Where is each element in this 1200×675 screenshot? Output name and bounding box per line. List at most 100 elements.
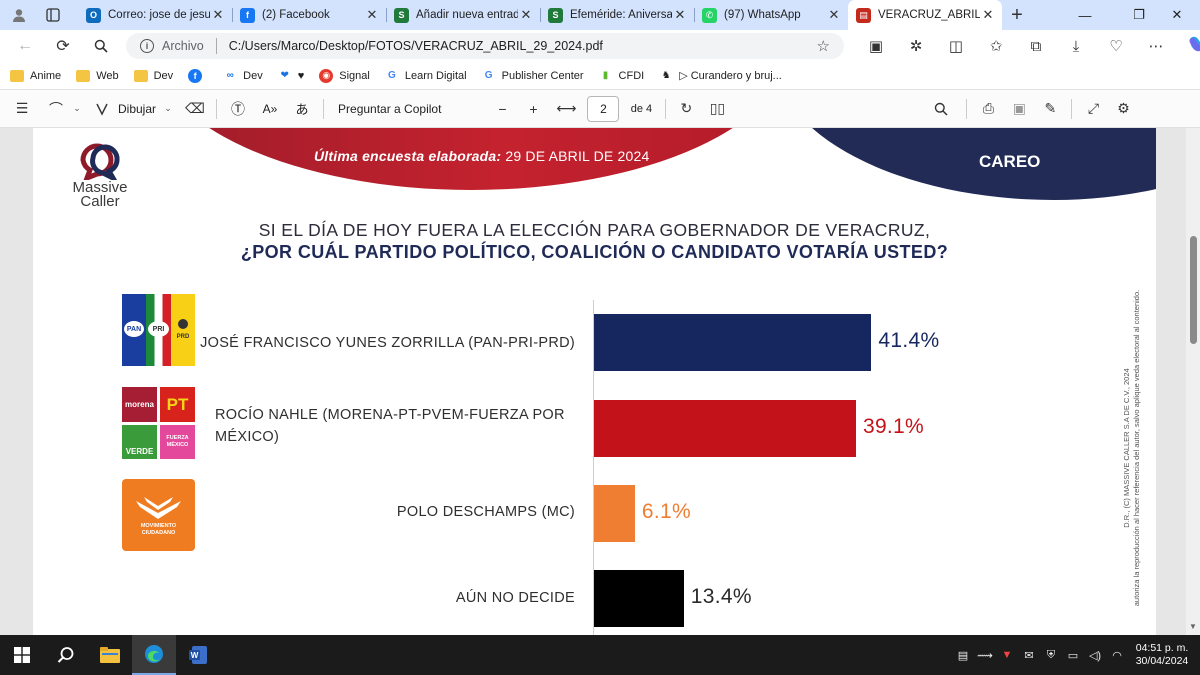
tray-app-icon[interactable]: ⟿: [977, 649, 993, 662]
taskbar-search-button[interactable]: [44, 635, 88, 675]
pdf-icon: ▤: [856, 7, 871, 23]
file-explorer-button[interactable]: [88, 635, 132, 675]
scroll-down-arrow-icon[interactable]: ▼: [1189, 622, 1197, 631]
tab-close-icon[interactable]: ✕: [366, 7, 378, 22]
draw-icon[interactable]: [86, 90, 118, 128]
app-available-icon[interactable]: ▣: [868, 38, 884, 55]
edge-taskbar-button[interactable]: [132, 635, 176, 675]
tab-close-icon[interactable]: ✕: [674, 7, 686, 22]
ask-copilot-button[interactable]: Preguntar a Copilot: [338, 101, 442, 116]
bookmark-item[interactable]: Dev: [133, 69, 173, 82]
address-url[interactable]: C:/Users/Marco/Desktop/FOTOS/VERACRUZ_AB…: [228, 39, 603, 53]
search-icon: [57, 647, 74, 663]
zoom-in-icon[interactable]: +: [529, 100, 538, 117]
bookmark-item[interactable]: G Publisher Center: [482, 70, 584, 82]
fullscreen-icon[interactable]: ⤢: [1087, 100, 1100, 116]
save-as-icon[interactable]: ✎: [1044, 100, 1057, 116]
address-bar[interactable]: i Archivo C:/Users/Marco/Desktop/FOTOS/V…: [126, 33, 844, 59]
read-aloud-icon[interactable]: A»: [262, 101, 278, 116]
bookmark-item[interactable]: Web: [76, 69, 119, 82]
save-icon[interactable]: ▣: [1012, 100, 1027, 116]
copilot-icon[interactable]: [1176, 35, 1200, 57]
extensions-icon[interactable]: ✲: [909, 38, 923, 55]
word-taskbar-button[interactable]: W: [176, 635, 220, 675]
bookmarks-bar: Anime Web Dev f ∞ Dev ❤ ♥ ◉ Signal G Learn Digital G…: [0, 62, 1200, 90]
info-icon[interactable]: i: [140, 39, 154, 53]
highlight-dropdown-icon[interactable]: ⌄: [73, 103, 81, 113]
rotate-icon[interactable]: ↻: [680, 100, 693, 116]
tab-title: (2) Facebook: [262, 9, 330, 21]
tray-network-icon[interactable]: ▭: [1067, 649, 1079, 662]
page-number-input[interactable]: 2: [587, 95, 620, 122]
restore-button[interactable]: ❐: [1133, 7, 1145, 22]
toolbar-separator: [323, 98, 325, 119]
more-menu-icon[interactable]: ⋯: [1148, 38, 1164, 55]
pt-badge: PT: [160, 387, 195, 422]
fit-page-icon[interactable]: ⟷: [556, 100, 577, 116]
back-button[interactable]: ←: [17, 37, 33, 54]
tab-active[interactable]: ▤ VERACRUZ_ABRIL_29✕: [848, 0, 1002, 30]
chart-value-label: 39.1%: [862, 415, 925, 438]
search-button[interactable]: [82, 31, 120, 61]
verde-badge: VERDE: [122, 425, 157, 459]
chart-category-label: ROCÍO NAHLE (MORENA-PT-PVEM-FUERZA POR M…: [215, 407, 565, 445]
tab-actions-icon[interactable]: [40, 2, 66, 28]
new-tab-button[interactable]: +: [1011, 3, 1023, 26]
find-icon[interactable]: [922, 90, 960, 128]
tab-close-icon[interactable]: ✕: [982, 7, 994, 22]
refresh-button[interactable]: ⟳: [56, 38, 70, 55]
tray-app-icon[interactable]: ▤: [957, 649, 969, 662]
signal-icon: ◉: [319, 68, 334, 83]
bookmark-item[interactable]: ❤ ♥: [278, 70, 305, 82]
bookmark-item[interactable]: f: [188, 68, 208, 83]
profile-icon[interactable]: [6, 2, 32, 28]
bookmark-label: ▷ Curandero y bruj...: [679, 70, 782, 82]
tab[interactable]: f (2) Facebook ✕: [232, 0, 386, 30]
tray-wifi-icon[interactable]: ◠: [1112, 649, 1122, 662]
start-button[interactable]: [0, 635, 44, 675]
tab[interactable]: S Efeméride: Aniversario✕: [540, 0, 694, 30]
tray-security-icon[interactable]: ⛨: [1046, 648, 1056, 661]
tray-antivirus-icon[interactable]: ▼: [1001, 649, 1013, 661]
bookmark-item[interactable]: ◉ Signal: [319, 68, 370, 83]
address-separator: [215, 38, 217, 54]
downloads-icon[interactable]: ⤓: [1072, 37, 1080, 55]
tab-close-icon[interactable]: ✕: [828, 7, 840, 22]
pdf-viewport[interactable]: Última encuesta elaborada: 29 DE ABRIL D…: [0, 128, 1200, 635]
bookmark-item[interactable]: Anime: [10, 69, 61, 82]
split-screen-icon[interactable]: ◫: [948, 38, 964, 55]
translate-icon[interactable]: あ: [295, 102, 309, 117]
tab[interactable]: O Correo: jose de jesus ✕: [78, 0, 232, 30]
erase-icon[interactable]: ⌫: [185, 100, 205, 116]
draw-button[interactable]: Dibujar: [118, 101, 157, 116]
zoom-out-icon[interactable]: −: [498, 100, 507, 117]
settings-icon[interactable]: ⚙: [1117, 100, 1130, 116]
add-text-icon[interactable]: Ⓣ: [231, 100, 246, 117]
bookmark-item[interactable]: ♞ ▷ Curandero y bruj...: [659, 69, 782, 82]
highlight-icon[interactable]: ⌒: [49, 100, 63, 117]
close-window-button[interactable]: ✕: [1171, 7, 1183, 22]
tab[interactable]: ✆ (97) WhatsApp ✕: [694, 0, 848, 30]
brand-name-line1: Massive: [72, 179, 128, 196]
page-view-icon[interactable]: ▯▯: [709, 100, 726, 116]
bookmark-item[interactable]: ▮ CFDI: [599, 70, 644, 82]
tray-volume-icon[interactable]: ◁): [1088, 649, 1102, 662]
draw-dropdown-icon[interactable]: ⌄: [164, 103, 172, 113]
contents-icon[interactable]: ☰: [15, 100, 29, 116]
taskbar-clock[interactable]: 04:51 p. m. 30/04/2024: [1132, 642, 1192, 668]
collections-icon[interactable]: ⧉: [1030, 37, 1042, 55]
browser-essentials-icon[interactable]: ♡: [1109, 38, 1123, 55]
vertical-scrollbar[interactable]: ▼: [1186, 128, 1200, 635]
bookmark-item[interactable]: G Learn Digital: [385, 70, 467, 82]
tab-close-icon[interactable]: ✕: [212, 7, 224, 22]
bookmark-item[interactable]: ∞ Dev: [223, 70, 263, 82]
minimize-button[interactable]: —: [1078, 7, 1092, 23]
tab-bar: O Correo: jose de jesus ✕ f (2) Facebook ✕ S Añ…: [0, 0, 1200, 30]
print-icon[interactable]: ⎙: [982, 100, 995, 116]
tab[interactable]: S Añadir nueva entrada ✕: [386, 0, 540, 30]
favorite-star-icon[interactable]: ☆: [816, 38, 830, 55]
tab-close-icon[interactable]: ✕: [520, 7, 532, 22]
scrollbar-thumb[interactable]: [1190, 236, 1197, 344]
tray-app-icon[interactable]: ✉: [1024, 649, 1034, 662]
favorites-icon[interactable]: ✩: [989, 38, 1003, 55]
